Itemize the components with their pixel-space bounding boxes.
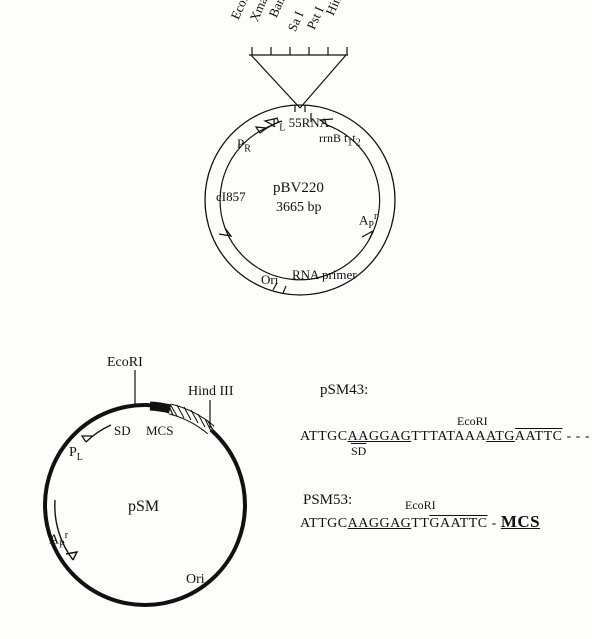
label-ci857: cI857 bbox=[216, 189, 246, 205]
psm43-ecori-seq: AATTC bbox=[515, 429, 563, 444]
label-mcs2: MCS bbox=[146, 423, 173, 439]
label-ori2: Ori bbox=[186, 572, 205, 588]
psm43-sd-lbl: SD bbox=[351, 444, 366, 459]
label-hindiii2: Hind III bbox=[188, 384, 234, 400]
psm53-seq: ATTGCAAGGAGTTGAATTC - MCS bbox=[300, 512, 540, 532]
label-apr1: APr bbox=[359, 211, 377, 231]
label-psm: pSM bbox=[128, 498, 159, 516]
label-rnaprimer: RNA primer bbox=[292, 267, 357, 283]
label-pbv220: pBV220 bbox=[273, 180, 324, 197]
label-pl2: PL bbox=[69, 445, 83, 463]
label-sd2: SD bbox=[114, 423, 131, 439]
psm43-ecori-lbl: EcoRI bbox=[457, 414, 488, 429]
psm53-title: PSM53: bbox=[303, 492, 352, 509]
psm43-title: pSM43: bbox=[320, 382, 368, 399]
psm53-ecori-lbl: EcoRI bbox=[405, 498, 436, 513]
label-3665bp: 3665 bp bbox=[276, 200, 322, 216]
label-ori1: Ori bbox=[261, 272, 278, 288]
label-apr2: APr bbox=[49, 530, 68, 550]
label-rrnb: rrnB t1t2 bbox=[319, 131, 361, 148]
label-pr: PR bbox=[237, 136, 251, 155]
psm43-seq: ATTGCAAGGAGTTTATAAAATGAATTC - - - - MCS bbox=[300, 428, 592, 445]
label-ecori2: EcoRI bbox=[107, 355, 143, 371]
